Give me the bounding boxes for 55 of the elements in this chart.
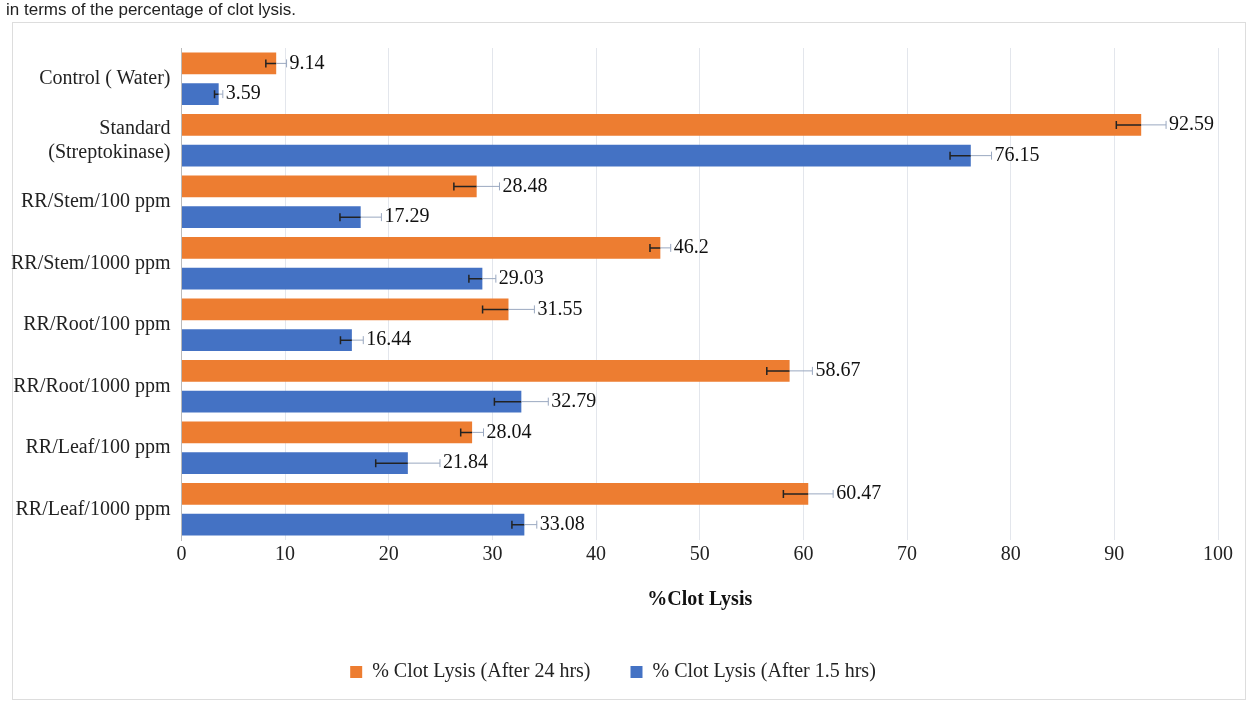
y-tick-label: RR/Stem/100 ppm (20, 189, 171, 212)
x-tick-label: 10 (275, 542, 296, 565)
x-tick-label: 90 (1104, 542, 1125, 565)
x-axis-title: %Clot Lysis (647, 587, 753, 611)
x-tick-label: 50 (689, 542, 710, 565)
y-tick-label: RR/Root/100 ppm (23, 312, 171, 335)
data-label: 16.44 (366, 327, 412, 350)
text: in terms of the percentage of clot lysis. (6, 0, 297, 19)
bar (181, 329, 352, 351)
data-label: 60.47 (836, 481, 882, 504)
legend-label: % Clot Lysis (After 24 hrs) (372, 659, 591, 683)
data-label: 92.59 (1169, 112, 1215, 135)
y-tick-label: RR/Stem/1000 ppm (10, 250, 171, 274)
data-label: 21.84 (442, 450, 488, 473)
data-label: 28.48 (502, 173, 548, 196)
data-label: 32.79 (551, 388, 597, 411)
bar (181, 421, 473, 444)
bar (181, 513, 525, 536)
x-tick-label: 40 (586, 542, 607, 565)
data-label: 58.67 (815, 358, 861, 381)
bar (181, 114, 1142, 136)
bar (181, 144, 971, 167)
data-label: 33.08 (539, 511, 585, 534)
data-label: 28.04 (486, 419, 532, 442)
x-tick-label: 30 (482, 542, 503, 565)
x-tick-label: 70 (897, 542, 918, 565)
bar (181, 483, 809, 505)
bar (181, 237, 661, 259)
data-label: 46.2 (673, 235, 709, 258)
data-label: 76.15 (994, 142, 1040, 165)
data-label: 29.03 (498, 265, 544, 288)
x-tick-label: 20 (378, 542, 399, 565)
data-label: 31.55 (537, 296, 583, 319)
x-tick-label: 80 (1000, 542, 1021, 565)
legend-label: % Clot Lysis (After 1.5 hrs) (652, 659, 876, 683)
bar (181, 175, 477, 198)
bar (181, 298, 509, 321)
y-tick-label: RR/Root/1000 ppm (13, 373, 171, 397)
bar (181, 390, 522, 413)
data-label: 3.59 (225, 81, 261, 104)
x-tick-label: 100 (1203, 542, 1233, 565)
bar (181, 83, 219, 105)
data-label: 17.29 (384, 204, 430, 227)
data-label: 9.14 (289, 50, 325, 73)
y-tick-label: RR/Leaf/100 ppm (25, 435, 171, 458)
y-tick-label: Standard (Streptokinase) (48, 115, 171, 163)
bar (181, 52, 277, 75)
bar (181, 360, 790, 382)
bar (181, 206, 361, 228)
y-tick-label: RR/Leaf/1000 ppm (15, 496, 171, 520)
y-tick-label: Control ( Water) (39, 66, 171, 89)
bar (181, 452, 408, 474)
x-tick-label: 60 (793, 542, 814, 565)
bar (181, 267, 483, 290)
x-tick-label: 0 (176, 542, 187, 565)
